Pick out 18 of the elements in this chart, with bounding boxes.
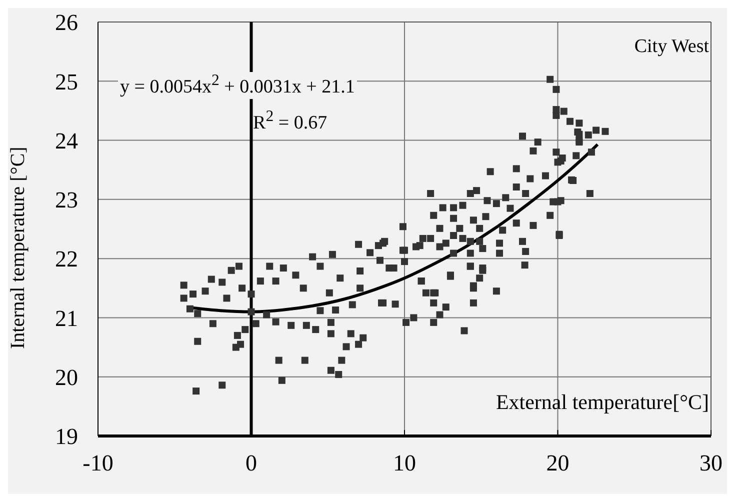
x-tick-label: 0 — [246, 450, 257, 476]
annotation: R$^{2}$ = 0.67 — [253, 108, 328, 136]
x-tick-label: 10 — [393, 450, 416, 476]
y-axis-title: Internal temperature [°C] — [7, 146, 30, 349]
y-tick-label: 24 — [55, 128, 78, 154]
annotation: City West — [634, 36, 709, 59]
x-tick-label: 20 — [546, 450, 570, 476]
y-tick-label: 21 — [55, 306, 78, 331]
y-tick-label: 22 — [55, 246, 78, 272]
y-tick-label: 25 — [55, 69, 78, 94]
y-tick-label: 19 — [55, 424, 78, 450]
x-tick-label: -10 — [82, 450, 114, 476]
x-tick-label: 30 — [700, 450, 722, 476]
y-tick-label: 23 — [55, 188, 78, 213]
y-tick-label: 26 — [55, 10, 78, 36]
x-axis-title: External temperature[°C] — [496, 390, 709, 415]
annotation: y = 0.0054x$^{2}$ + 0.0031x + 21.1 — [118, 72, 357, 100]
y-tick-label: 20 — [55, 365, 78, 390]
